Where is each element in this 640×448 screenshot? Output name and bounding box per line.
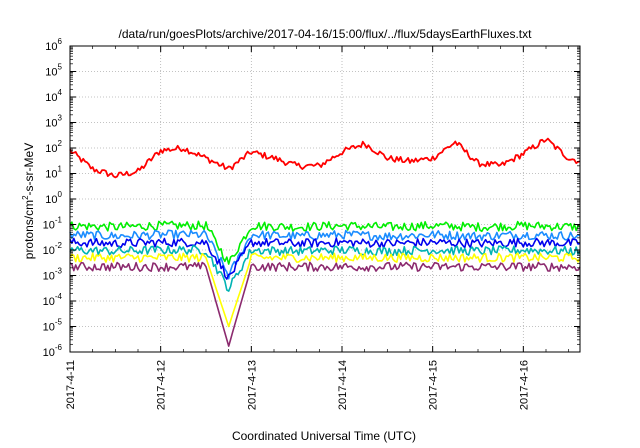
x-tick-label: 2017-4-14 [337, 360, 349, 410]
y-axis-label-part1: protons/cm [22, 200, 36, 259]
x-tick-label: 2017-4-16 [518, 360, 530, 410]
x-tick-label: 2017-4-11 [65, 360, 77, 409]
y-tick-label: 10-6 [43, 343, 63, 359]
series-line-6 [69, 261, 581, 347]
y-tick-labels: 10-6 10-5 10-4 10-3 10-2 10-1 100 101 102 103 104 1… [43, 37, 63, 359]
y-tick-label: 105 [45, 63, 62, 79]
y-tick-label: 102 [45, 139, 62, 155]
y-tick-label: 10-3 [43, 267, 63, 283]
x-axis-label: Coordinated Universal Time (UTC) [232, 429, 416, 443]
y-tick-label: 101 [45, 165, 62, 181]
y-tick-label: 106 [45, 37, 62, 53]
y-tick-label: 10-1 [43, 216, 63, 232]
series-line-4 [69, 245, 581, 292]
grid-lines [70, 46, 580, 352]
y-tick-label: 100 [45, 190, 62, 206]
x-tick-label: 2017-4-13 [246, 360, 258, 410]
y-tick-label: 10-4 [43, 292, 63, 308]
y-axis-label-part2: -s-sr-MeV [22, 143, 36, 196]
y-axis-label-sup: 2 [21, 195, 30, 200]
chart-title: /data/run/goesPlots/archive/2017-04-16/1… [119, 27, 533, 41]
y-axis-label: protons/cm2-s-sr-MeV [21, 143, 36, 259]
x-tick-label: 2017-4-12 [156, 360, 168, 410]
y-tick-label: 10-5 [43, 318, 63, 334]
axis-ticks [69, 45, 580, 353]
y-tick-label: 104 [45, 88, 62, 104]
x-tick-labels: 2017-4-11 2017-4-12 2017-4-13 2017-4-14 2017… [65, 360, 530, 410]
series-line-2 [69, 229, 581, 280]
y-tick-label: 10-2 [43, 241, 63, 257]
series-line-5 [69, 252, 581, 328]
series-layer [69, 137, 581, 347]
series-line-0 [69, 137, 581, 179]
series-line-3 [69, 237, 581, 280]
x-tick-label: 2017-4-15 [428, 360, 440, 410]
y-tick-label: 103 [45, 114, 62, 130]
